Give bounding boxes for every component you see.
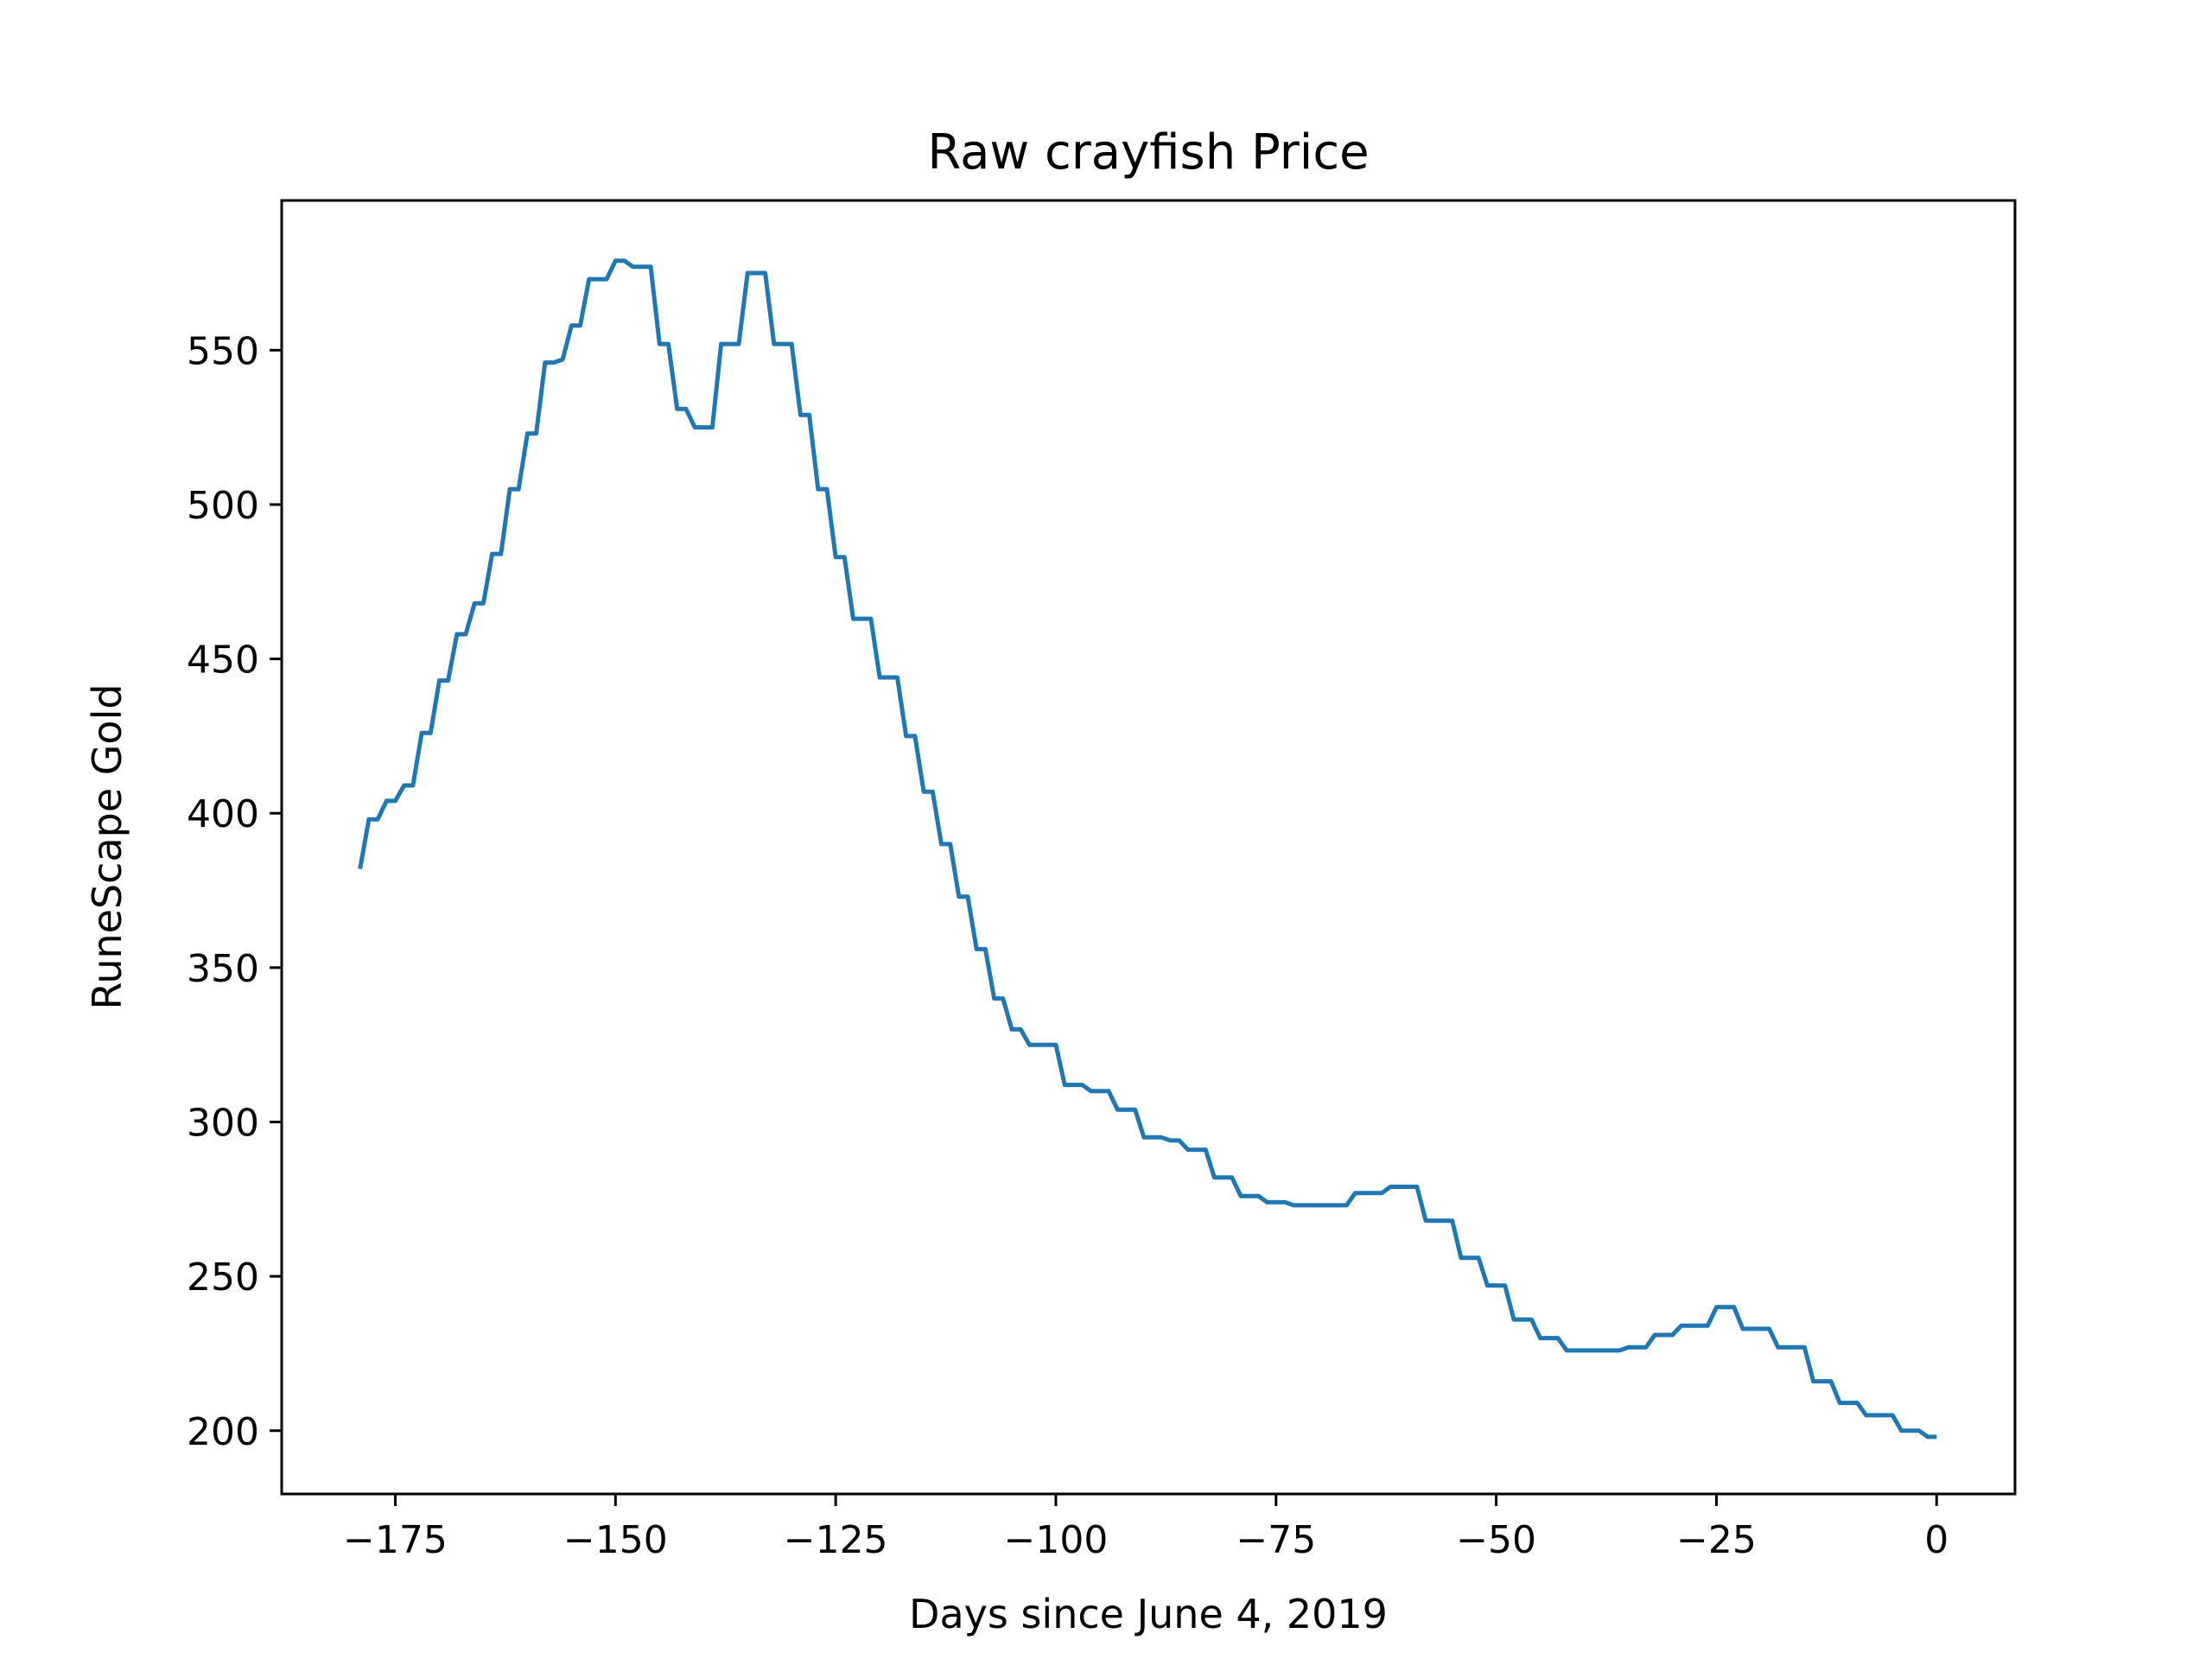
x-tick-label: −100 [1004,1518,1109,1562]
x-tick-label: 0 [1924,1518,1948,1562]
y-tick-label: 450 [187,639,259,683]
y-tick-label: 500 [187,484,259,528]
x-tick-label: −50 [1456,1518,1536,1562]
y-axis-label: RuneScape Gold [84,683,130,1009]
x-tick-label: −75 [1236,1518,1316,1562]
x-tick-label: −175 [343,1518,448,1562]
y-tick-label: 350 [187,947,259,991]
y-tick-label: 200 [187,1410,259,1454]
plot-frame [280,199,2017,1496]
y-tick-label: 400 [187,792,259,836]
chart-title: Raw crayfish Price [927,124,1369,181]
x-tick-label: −25 [1676,1518,1757,1562]
y-tick-label: 550 [187,329,259,373]
x-tick-label: −150 [563,1518,668,1562]
x-axis-label: Days since June 4, 2019 [909,1591,1388,1637]
series-line-0 [358,258,1937,1440]
y-tick-label: 300 [187,1101,259,1145]
x-tick-label: −125 [784,1518,888,1562]
y-tick-label: 250 [187,1255,259,1300]
